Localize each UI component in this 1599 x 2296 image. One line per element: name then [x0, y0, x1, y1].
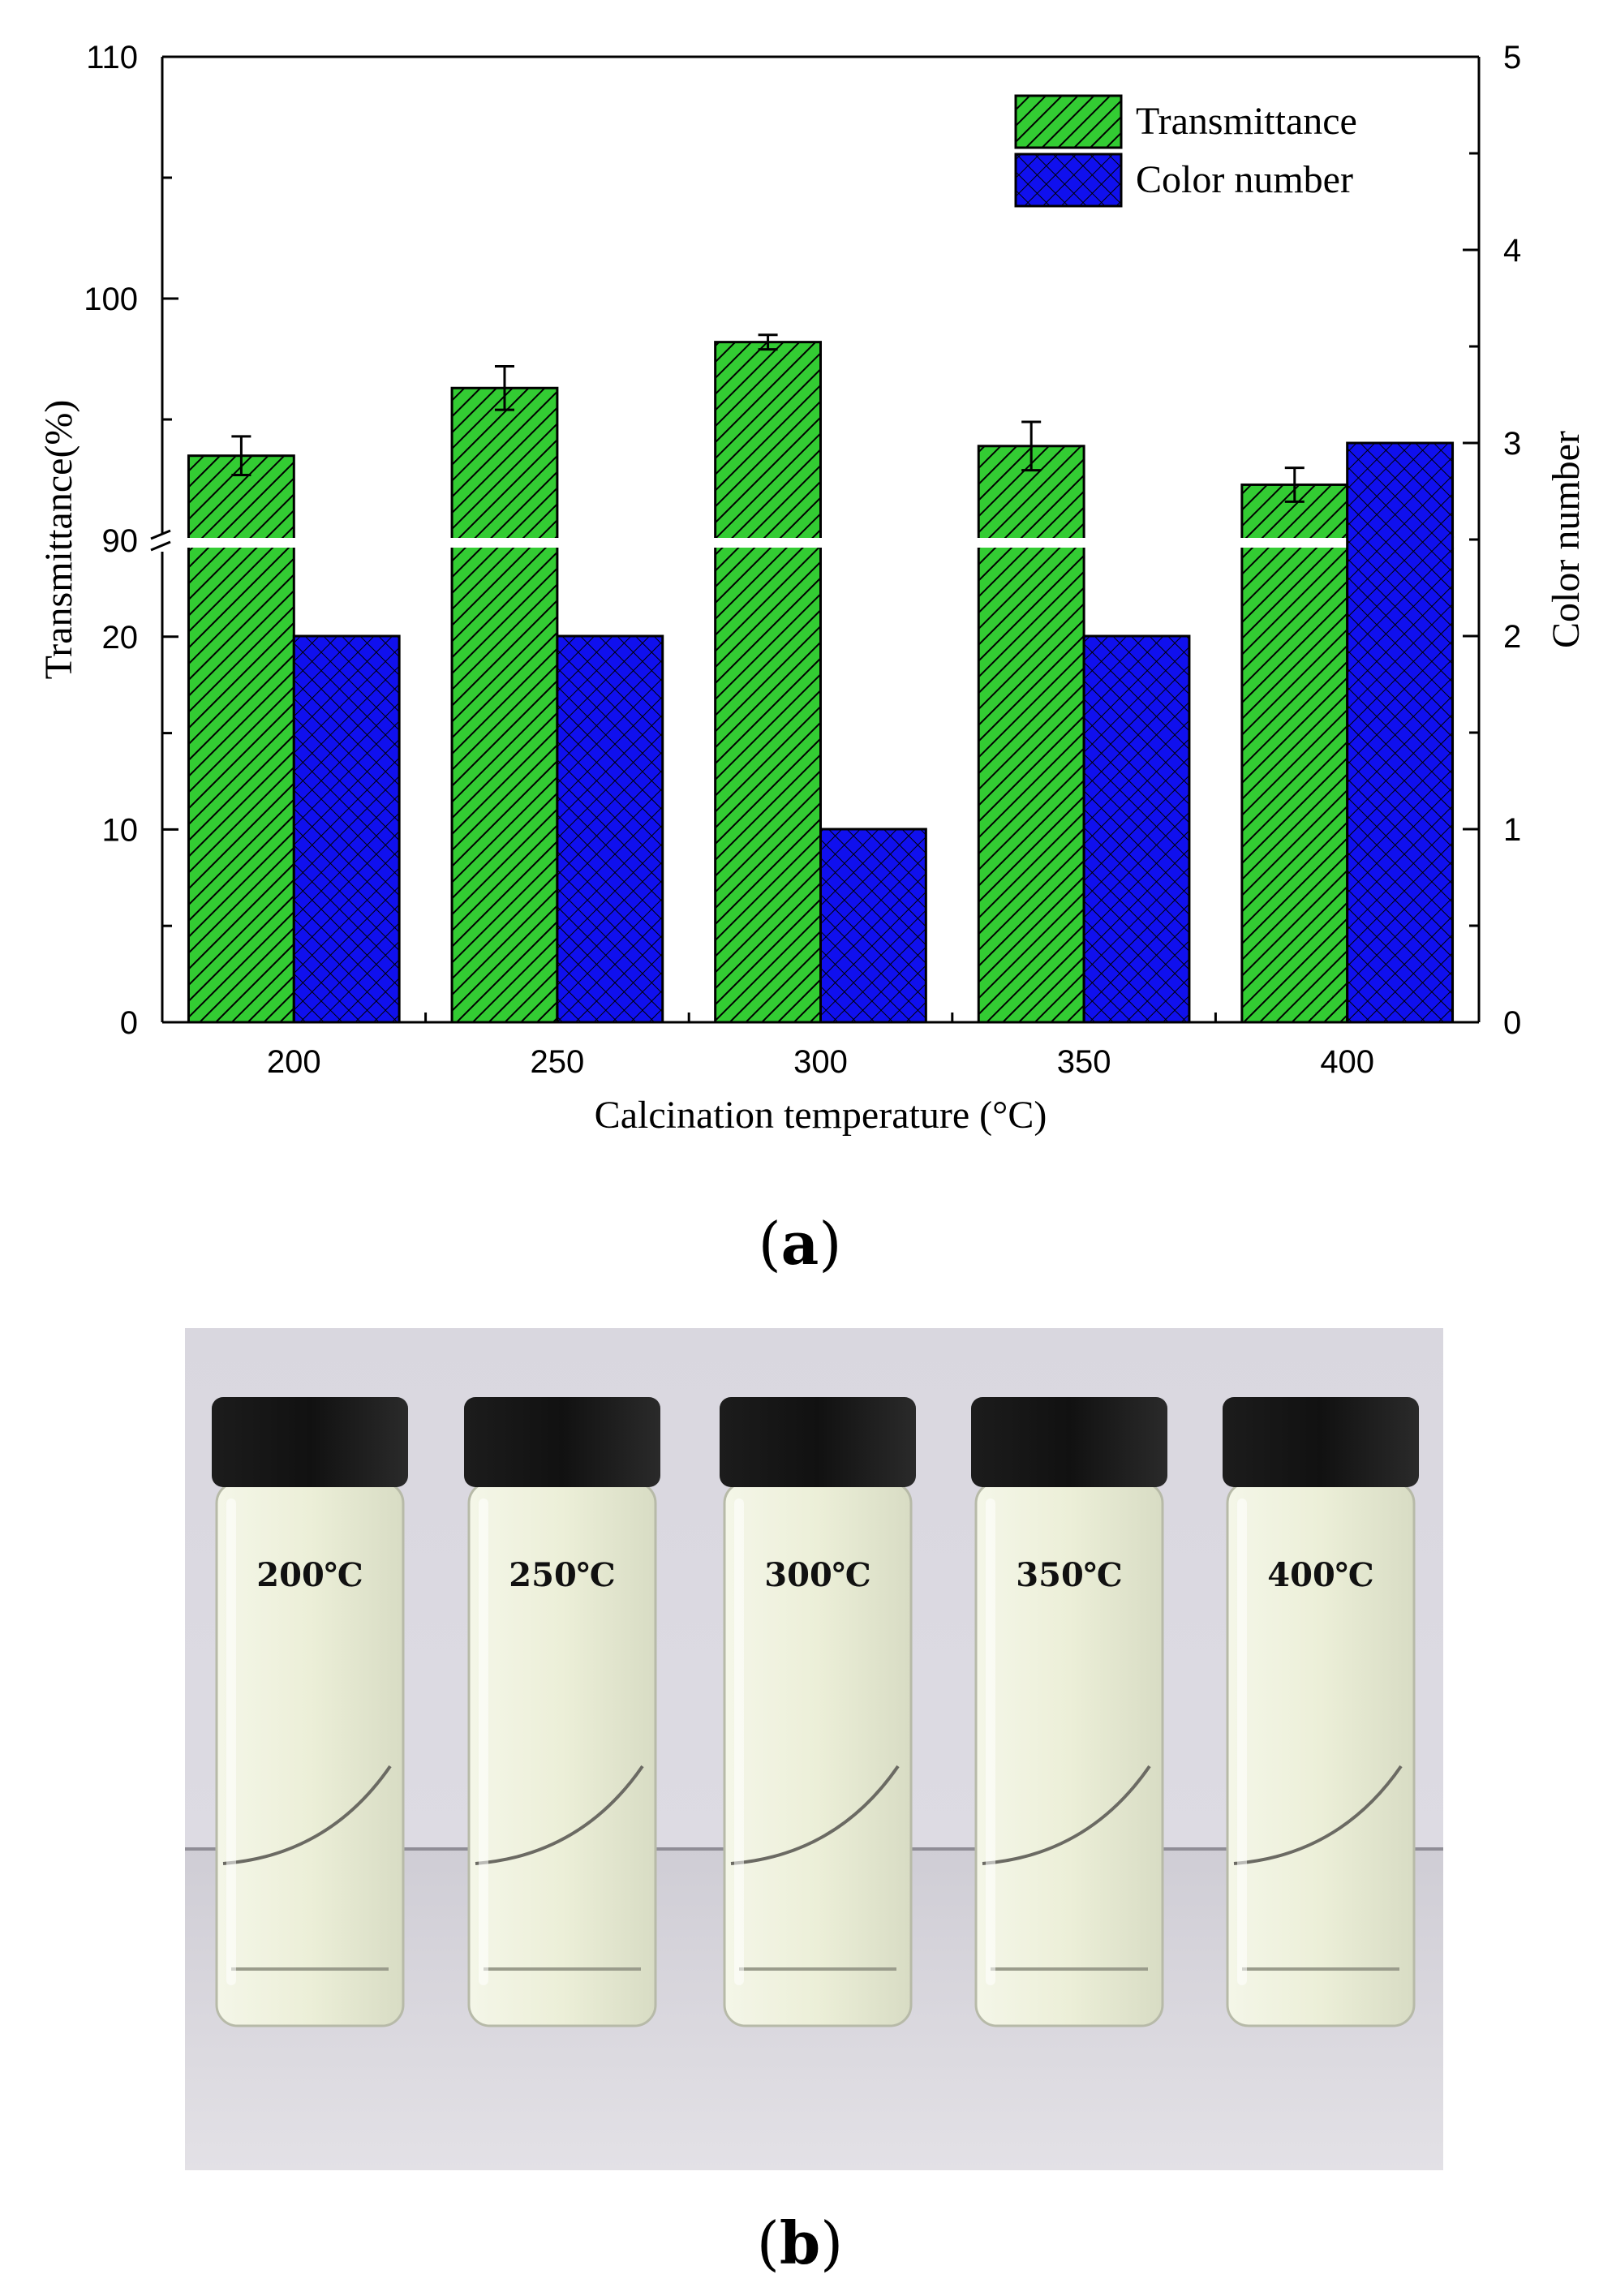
y-axis-left-title: Transmittance(%): [37, 400, 80, 680]
tick-label-right-4: 4: [1503, 233, 1521, 269]
bar-color-number-overlay-400: [1347, 536, 1453, 549]
panel-label-a: (a): [758, 1209, 842, 1278]
vial-meniscus: [475, 1765, 644, 1865]
tick-label-left-100: 100: [84, 282, 138, 317]
x-axis-title: Calcination temperature (°C): [595, 1094, 1047, 1137]
tick-label-x-200: 200: [267, 1044, 321, 1080]
vial-meniscus: [730, 1765, 900, 1865]
legend-swatch-color-number: [1014, 153, 1123, 208]
bar-transmittance-400: [1240, 483, 1349, 1024]
bar-transmittance-250: [450, 386, 559, 1024]
vial-cap: [464, 1397, 660, 1487]
bar-transmittance-300: [714, 341, 822, 1024]
axis-break-band: [164, 538, 1477, 548]
vial-label: 400℃: [1267, 1556, 1373, 1594]
vial-cap: [971, 1397, 1167, 1487]
vial-label: 250℃: [509, 1556, 615, 1594]
bar-color-number-250: [556, 634, 664, 1024]
tick-label-right-0: 0: [1503, 1005, 1521, 1041]
tick-label-right-1: 1: [1503, 812, 1521, 848]
vial-label: 350℃: [1016, 1556, 1122, 1594]
axis-break-mark-bottom: [150, 540, 171, 552]
tick-label-x-350: 350: [1057, 1044, 1111, 1080]
vials-photo: 200℃ 250℃ 300℃ 350℃ 400℃: [185, 1328, 1443, 2170]
vial-label: 300℃: [764, 1556, 870, 1594]
bar-color-number-300: [819, 828, 927, 1024]
axis-break-mark-top: [150, 529, 171, 540]
tick-label-x-300: 300: [793, 1044, 848, 1080]
vial-1: 200℃: [212, 1397, 408, 2027]
vial-highlight: [226, 1498, 236, 1985]
vial-highlight: [479, 1498, 488, 1985]
vial-cap: [212, 1397, 408, 1487]
vial-meniscus: [982, 1765, 1151, 1865]
legend-label-transmittance: Transmittance: [1136, 100, 1357, 143]
tick-label-right-2: 2: [1503, 619, 1521, 655]
vial-4: 350℃: [971, 1397, 1167, 2027]
legend-swatch-transmittance: [1014, 94, 1123, 149]
bar-transmittance-200: [187, 454, 295, 1024]
tick-label-left-90: 90: [102, 523, 139, 559]
vial-highlight: [734, 1498, 744, 1985]
tick-label-left-20: 20: [102, 620, 139, 656]
tick-label-left-10: 10: [102, 812, 139, 848]
panel-label-b: (b): [756, 2208, 844, 2277]
legend-label-color-number: Color number: [1136, 158, 1353, 201]
vial-meniscus: [1233, 1765, 1403, 1865]
tick-label-x-400: 400: [1320, 1044, 1374, 1080]
vial-2: 250℃: [464, 1397, 660, 2027]
vial-meniscus: [222, 1765, 392, 1865]
tick-label-left-110: 110: [86, 40, 138, 75]
vial-cap: [720, 1397, 916, 1487]
tick-label-left-0: 0: [120, 1005, 138, 1041]
bar-transmittance-350: [977, 445, 1085, 1024]
tick-label-right-5: 5: [1503, 40, 1521, 75]
bar-color-number-400: [1346, 441, 1455, 1024]
vial-cap: [1223, 1397, 1419, 1487]
vial-highlight: [1237, 1498, 1247, 1985]
vial-label: 200℃: [256, 1556, 363, 1594]
vial-5: 400℃: [1223, 1397, 1419, 2027]
tick-label-x-250: 250: [531, 1044, 585, 1080]
bar-color-number-350: [1082, 634, 1191, 1024]
tick-label-right-3: 3: [1503, 426, 1521, 462]
bar-color-number-200: [292, 634, 401, 1024]
y-axis-right-title: Color number: [1545, 431, 1588, 648]
vial-3: 300℃: [720, 1397, 916, 2027]
vial-highlight: [986, 1498, 995, 1985]
